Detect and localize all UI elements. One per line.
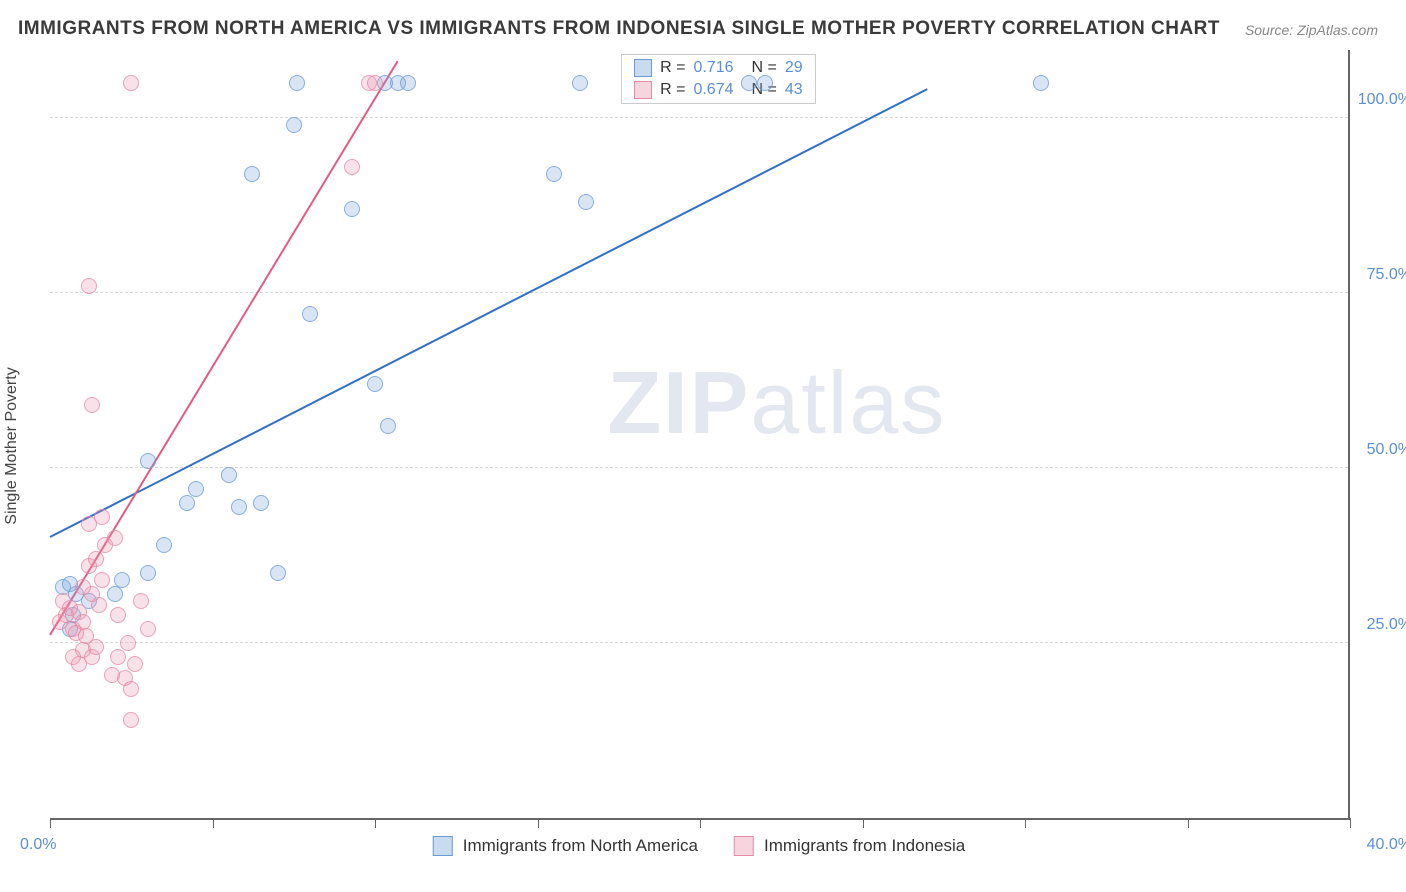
data-point (94, 509, 110, 525)
watermark: ZIPatlas (607, 352, 946, 454)
x-tick (700, 818, 701, 828)
data-point (140, 453, 156, 469)
data-point (140, 565, 156, 581)
data-point (120, 635, 136, 651)
y-tick-label: 50.0% (1367, 441, 1406, 459)
data-point (81, 278, 97, 294)
data-point (127, 656, 143, 672)
data-point (1033, 75, 1049, 91)
data-point (123, 681, 139, 697)
data-point (270, 565, 286, 581)
x-tick (213, 818, 214, 828)
data-point (367, 75, 383, 91)
data-point (55, 593, 71, 609)
data-point (110, 649, 126, 665)
correlation-legend: R = 0.716 N = 29 R = 0.674 N = 43 (621, 54, 816, 104)
data-point (400, 75, 416, 91)
data-point (546, 166, 562, 182)
n-value-2: 43 (785, 81, 803, 99)
data-point (88, 639, 104, 655)
legend-square-id-icon (734, 836, 754, 856)
source-name: ZipAtlas.com (1297, 22, 1378, 38)
data-point (380, 418, 396, 434)
trend-line (50, 88, 928, 538)
y-tick-label: 75.0% (1367, 266, 1406, 284)
x-tick (1025, 818, 1026, 828)
data-point (367, 376, 383, 392)
data-point (289, 75, 305, 91)
data-point (114, 572, 130, 588)
gridline (50, 117, 1348, 118)
data-point (286, 117, 302, 133)
correlation-row-1: R = 0.716 N = 29 (622, 57, 815, 79)
legend-label-na: Immigrants from North America (463, 836, 698, 856)
data-point (94, 572, 110, 588)
source-attribution: Source: ZipAtlas.com (1245, 22, 1378, 38)
data-point (156, 537, 172, 553)
legend-label-id: Immigrants from Indonesia (764, 836, 965, 856)
data-point (757, 75, 773, 91)
data-point (140, 621, 156, 637)
gridline (50, 467, 1348, 468)
gridline (50, 292, 1348, 293)
correlation-row-2: R = 0.674 N = 43 (622, 79, 815, 101)
gridline (50, 642, 1348, 643)
chart-container: IMMIGRANTS FROM NORTH AMERICA VS IMMIGRA… (0, 0, 1406, 892)
data-point (221, 467, 237, 483)
data-point (188, 481, 204, 497)
data-point (741, 75, 757, 91)
watermark-bold: ZIP (607, 353, 750, 452)
data-point (302, 306, 318, 322)
r-label: R = (660, 81, 685, 99)
data-point (107, 530, 123, 546)
x-tick (375, 818, 376, 828)
data-point (104, 667, 120, 683)
legend-square-na-icon (433, 836, 453, 856)
y-tick-label: 100.0% (1358, 91, 1406, 109)
x-tick (538, 818, 539, 828)
data-point (123, 712, 139, 728)
legend-item-id: Immigrants from Indonesia (734, 836, 965, 856)
data-point (84, 397, 100, 413)
x-tick (1350, 818, 1351, 828)
legend-item-na: Immigrants from North America (433, 836, 698, 856)
data-point (88, 551, 104, 567)
source-prefix: Source: (1245, 22, 1297, 38)
data-point (253, 495, 269, 511)
data-point (244, 166, 260, 182)
series-legend: Immigrants from North America Immigrants… (433, 836, 965, 856)
data-point (179, 495, 195, 511)
data-point (231, 499, 247, 515)
r-value-1: 0.716 (693, 59, 733, 77)
x-tick-label-max: 40.0% (1367, 836, 1406, 854)
data-point (572, 75, 588, 91)
x-tick (1188, 818, 1189, 828)
data-point (344, 201, 360, 217)
data-point (110, 607, 126, 623)
watermark-light: atlas (750, 353, 946, 452)
data-point (123, 75, 139, 91)
data-point (133, 593, 149, 609)
x-tick (863, 818, 864, 828)
legend-square-na-icon (634, 59, 652, 77)
y-axis-label: Single Mother Poverty (3, 367, 21, 524)
data-point (107, 586, 123, 602)
chart-title: IMMIGRANTS FROM NORTH AMERICA VS IMMIGRA… (18, 18, 1220, 40)
r-value-2: 0.674 (693, 81, 733, 99)
data-point (344, 159, 360, 175)
r-label: R = (660, 59, 685, 77)
plot-area: ZIPatlas R = 0.716 N = 29 R = 0.674 N = … (50, 50, 1350, 820)
n-value-1: 29 (785, 59, 803, 77)
y-tick-label: 25.0% (1367, 616, 1406, 634)
x-tick-label-min: 0.0% (20, 836, 56, 854)
data-point (578, 194, 594, 210)
data-point (75, 579, 91, 595)
x-tick (50, 818, 51, 828)
legend-square-id-icon (634, 81, 652, 99)
